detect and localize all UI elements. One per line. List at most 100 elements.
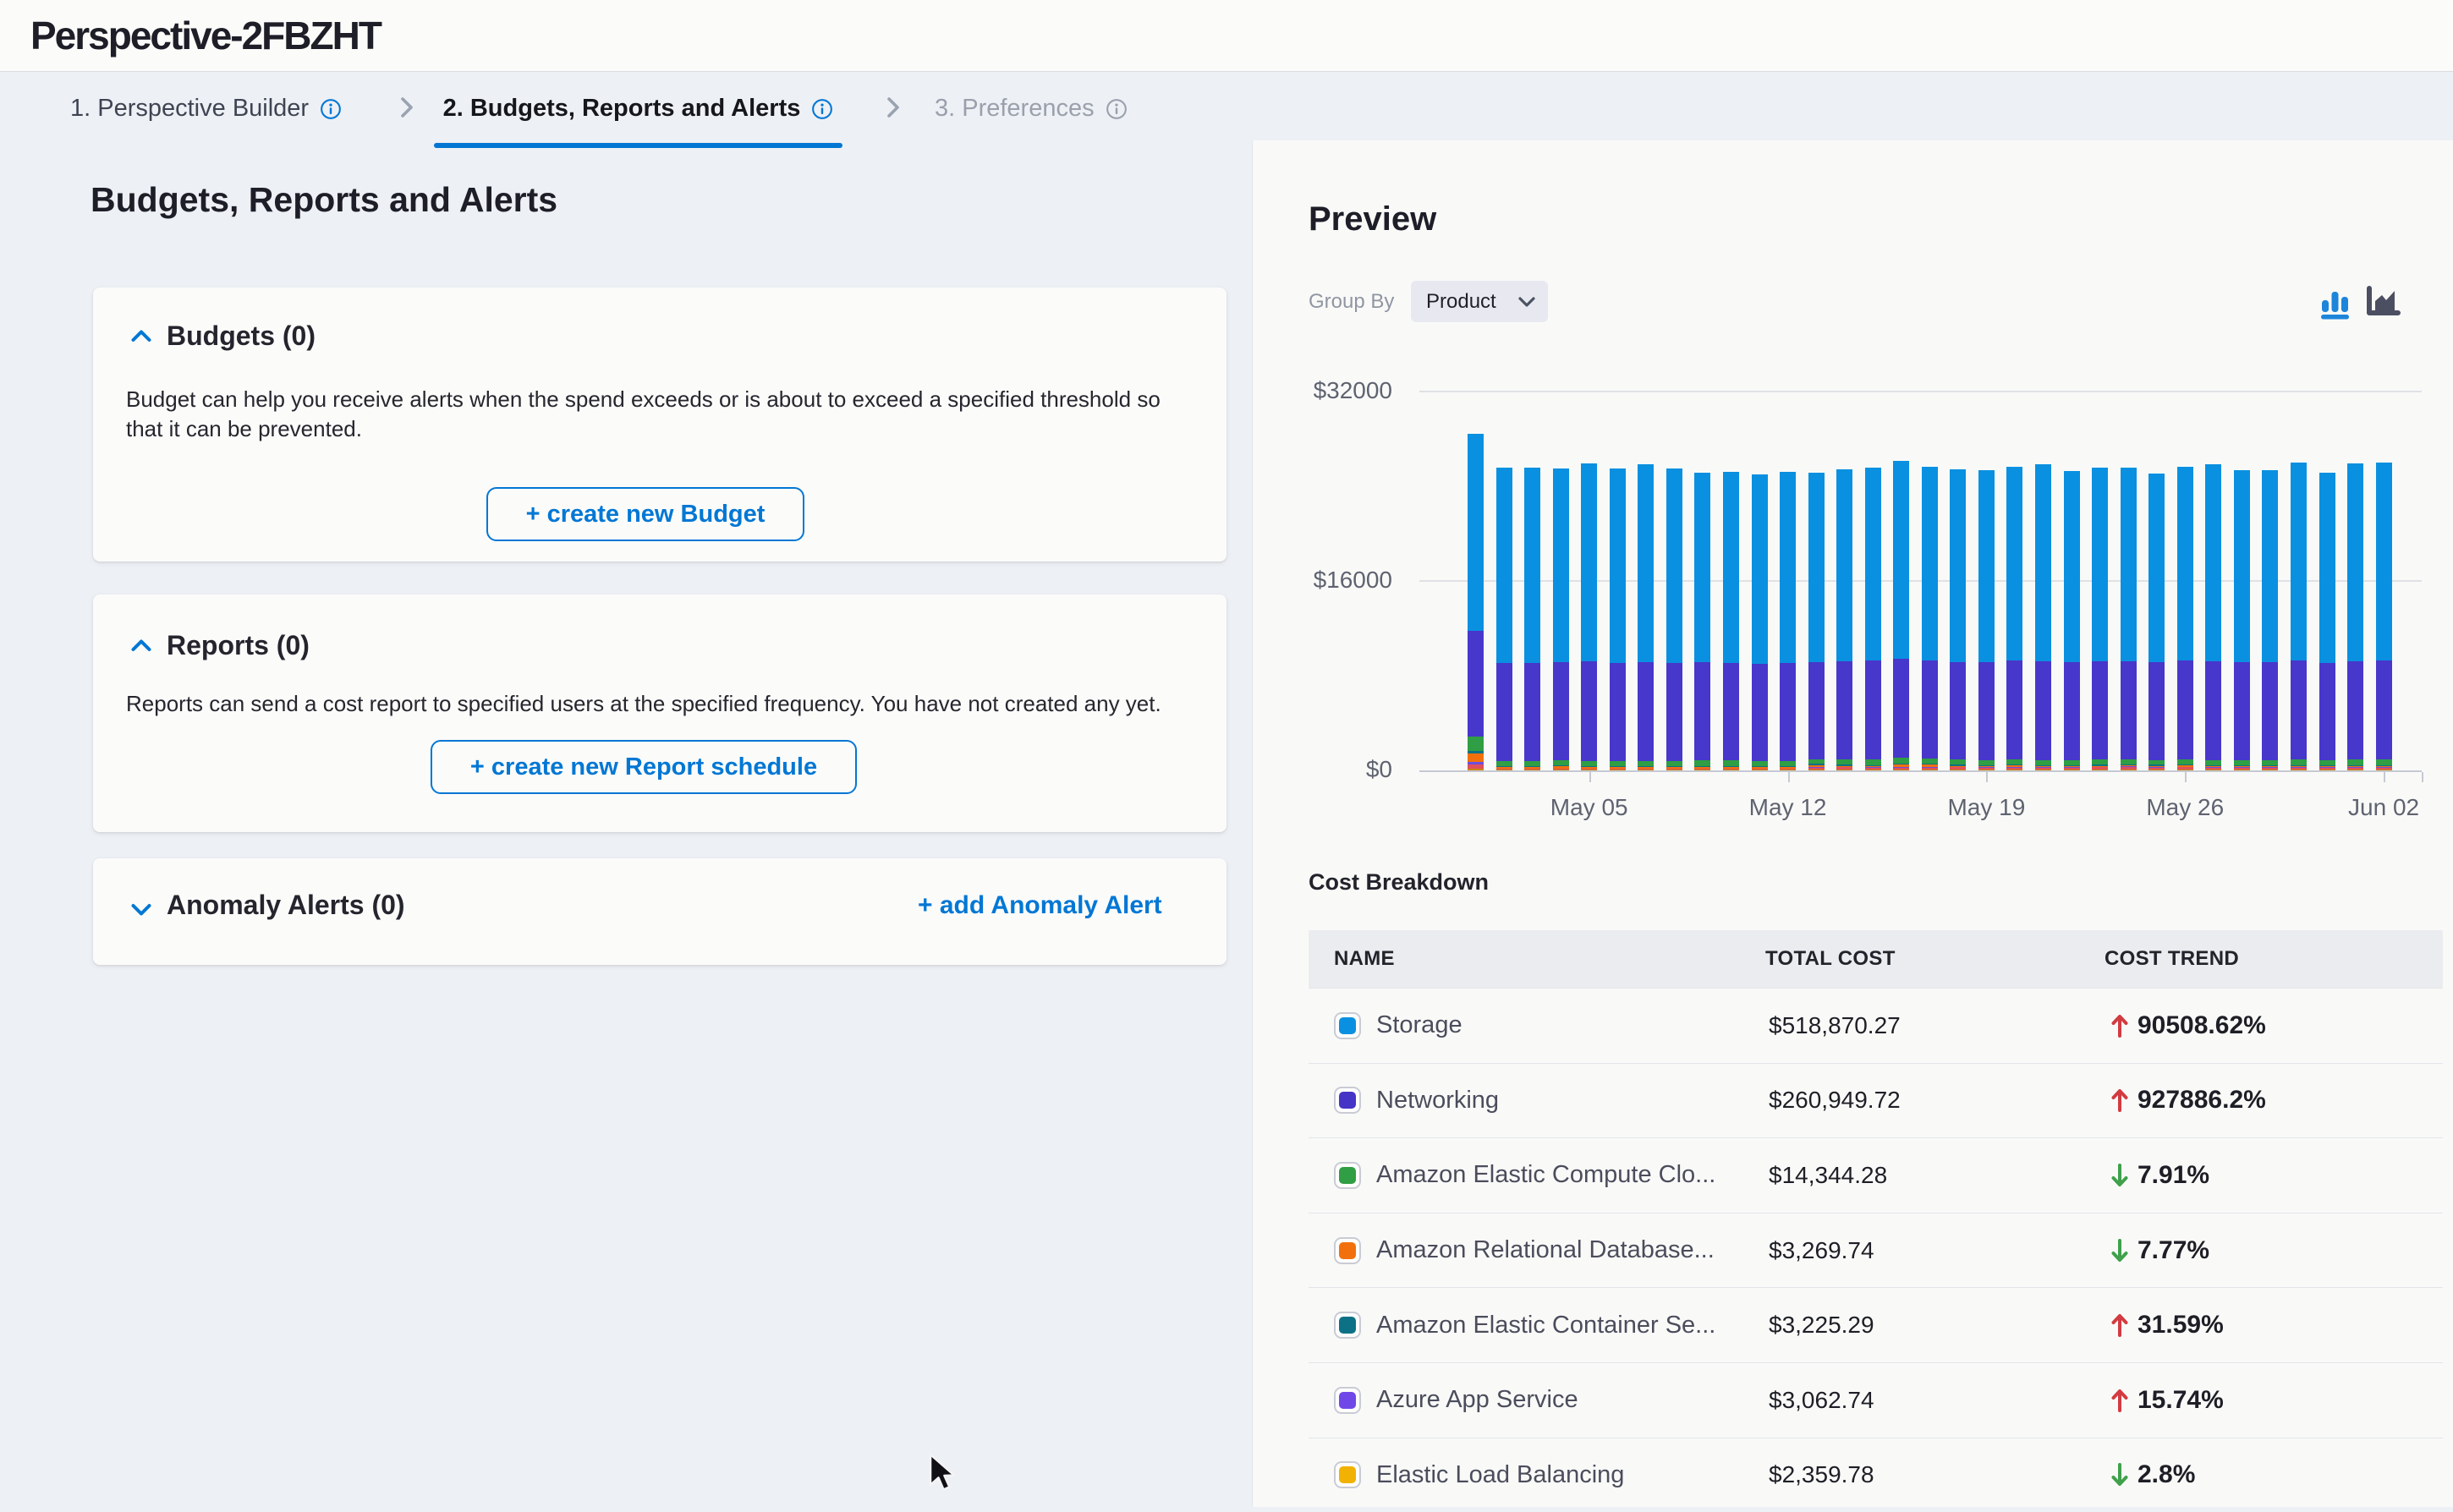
- stacked-bar[interactable]: [1723, 472, 1739, 770]
- table-row[interactable]: Amazon Elastic Compute Clo... $14,344.28 7…: [1309, 1137, 2443, 1213]
- row-total-cost: $14,344.28: [1769, 1162, 1887, 1189]
- collapse-chevron-up-icon[interactable]: [130, 638, 152, 654]
- stacked-bar[interactable]: [1752, 474, 1768, 770]
- series-swatch: [1334, 1012, 1361, 1039]
- stacked-bar[interactable]: [1978, 470, 1995, 770]
- tab-budgets-reports-alerts[interactable]: 2. Budgets, Reports and Alerts: [434, 73, 842, 140]
- stacked-bar[interactable]: [1836, 469, 1852, 770]
- info-icon[interactable]: [320, 98, 342, 120]
- stacked-bar[interactable]: [2347, 463, 2363, 770]
- bar-segment: [2064, 471, 2080, 662]
- bar-segment: [1836, 661, 1852, 760]
- bar-segment: [2319, 473, 2335, 663]
- reports-card: Reports (0) Reports can send a cost repo…: [93, 594, 1226, 832]
- create-report-schedule-button[interactable]: + create new Report schedule: [431, 740, 857, 794]
- collapse-chevron-up-icon[interactable]: [130, 329, 152, 344]
- stacked-bar[interactable]: [2148, 474, 2165, 770]
- stacked-bar[interactable]: [1610, 468, 1626, 770]
- row-total-cost: $3,269.74: [1769, 1237, 1874, 1264]
- bar-segment: [1808, 662, 1825, 759]
- row-name-cell: Amazon Elastic Container Se...: [1334, 1312, 1715, 1339]
- series-swatch-color: [1339, 1317, 1356, 1334]
- info-icon[interactable]: [1106, 98, 1128, 120]
- bar-segment: [2177, 660, 2193, 759]
- stacked-bar[interactable]: [2064, 471, 2080, 770]
- trend-value: 927886.2%: [2137, 1086, 2266, 1115]
- bar-segment: [1581, 661, 1597, 761]
- add-anomaly-alert-link[interactable]: + add Anomaly Alert: [918, 891, 1162, 920]
- bar-segment: [1524, 468, 1540, 662]
- bar-segment: [1468, 753, 1484, 762]
- bar-segment: [2376, 463, 2392, 661]
- info-icon[interactable]: [811, 98, 833, 120]
- stacked-bar[interactable]: [2035, 464, 2051, 770]
- bar-segment: [1752, 664, 1768, 761]
- stacked-bar[interactable]: [1780, 472, 1796, 770]
- budgets-card-title: Budgets (0): [167, 319, 316, 353]
- series-swatch: [1334, 1237, 1361, 1264]
- bar-segment: [1865, 468, 1881, 660]
- stacked-bar[interactable]: [1524, 468, 1540, 770]
- stacked-bar[interactable]: [1808, 473, 1825, 770]
- stacked-bar[interactable]: [1694, 473, 1710, 770]
- stacked-bar[interactable]: [1893, 461, 1909, 770]
- stacked-bar[interactable]: [1581, 463, 1597, 770]
- stacked-bar[interactable]: [2291, 463, 2307, 770]
- stacked-bar[interactable]: [2234, 469, 2250, 770]
- stacked-bar[interactable]: [2262, 470, 2278, 770]
- bar-segment: [1666, 468, 1682, 663]
- stacked-bar[interactable]: [1950, 469, 1966, 770]
- x-axis-label: May 12: [1720, 794, 1856, 821]
- bar-segment: [2347, 463, 2363, 661]
- stacked-bar[interactable]: [2092, 468, 2108, 770]
- row-name: Amazon Elastic Compute Clo...: [1376, 1161, 1715, 1189]
- bar-segment: [2006, 660, 2022, 759]
- trend-up-arrow-icon: [2110, 1387, 2129, 1414]
- row-total-cost: $260,949.72: [1769, 1087, 1901, 1114]
- table-column-header[interactable]: COST TREND: [2105, 947, 2239, 971]
- bar-segment: [2291, 463, 2307, 661]
- stacked-bar[interactable]: [1468, 434, 1484, 770]
- bar-segment: [2064, 662, 2080, 760]
- bar-segment: [1978, 470, 1995, 662]
- bar-segment: [1723, 663, 1739, 760]
- stacked-bar[interactable]: [2319, 473, 2335, 770]
- stacked-bar[interactable]: [2121, 468, 2137, 770]
- stacked-bar[interactable]: [1638, 464, 1654, 770]
- tab-preferences[interactable]: 3. Preferences: [935, 73, 1128, 140]
- stacked-bar[interactable]: [1553, 468, 1569, 770]
- bar-segment: [1978, 662, 1995, 760]
- trend-up-arrow-icon: [2110, 1012, 2129, 1039]
- stacked-bar[interactable]: [2205, 464, 2221, 770]
- series-swatch-color: [1339, 1017, 1356, 1034]
- bar-segment: [1950, 662, 1966, 760]
- row-cost-trend: 7.77%: [2110, 1236, 2209, 1265]
- section-heading: Budgets, Reports and Alerts: [91, 180, 557, 220]
- stacked-bar[interactable]: [2376, 463, 2392, 770]
- row-cost-trend: 7.91%: [2110, 1161, 2209, 1190]
- stacked-bar[interactable]: [1922, 467, 1938, 770]
- bar-segment: [1468, 434, 1484, 630]
- row-name-cell: Storage: [1334, 1011, 1462, 1039]
- bar-segment: [1694, 473, 1710, 662]
- stacked-bar[interactable]: [2177, 466, 2193, 770]
- create-budget-button[interactable]: + create new Budget: [486, 487, 804, 541]
- stacked-bar[interactable]: [2006, 467, 2022, 770]
- bar-segment: [1723, 472, 1739, 662]
- tab-perspective-builder[interactable]: 1. Perspective Builder: [70, 73, 342, 140]
- bar-segment: [1780, 472, 1796, 663]
- table-column-header[interactable]: NAME: [1334, 947, 1395, 971]
- stacked-bar[interactable]: [1496, 468, 1512, 770]
- stacked-bar[interactable]: [1666, 468, 1682, 770]
- stacked-bar[interactable]: [1865, 467, 1881, 770]
- collapse-chevron-down-icon[interactable]: [130, 901, 152, 917]
- bar-segment: [2376, 660, 2392, 759]
- table-column-header[interactable]: TOTAL COST: [1765, 947, 1896, 971]
- bar-segment: [2092, 468, 2108, 660]
